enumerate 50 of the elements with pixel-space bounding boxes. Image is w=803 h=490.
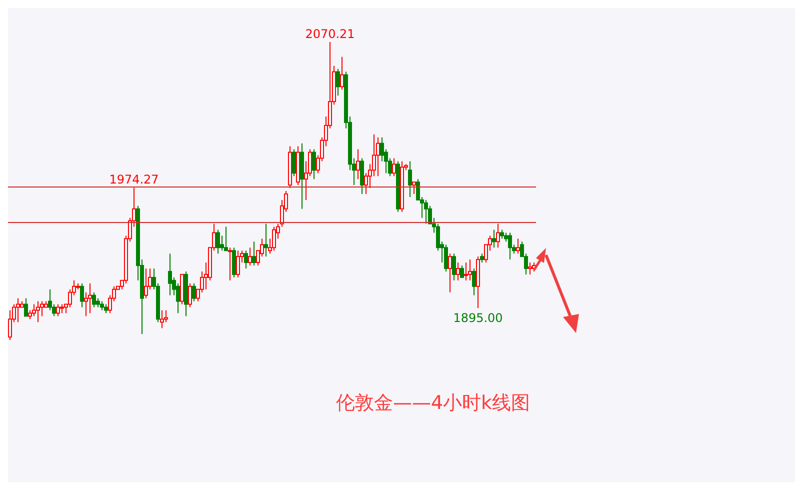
candlestick — [496, 223, 500, 248]
candlestick — [248, 247, 252, 266]
text: 伦敦金——4小时k线图 — [336, 391, 530, 416]
candlestick — [356, 148, 360, 180]
candlestick — [460, 265, 464, 278]
candlestick — [424, 199, 428, 224]
candlestick — [16, 298, 20, 323]
candlestick — [236, 250, 240, 278]
candlestick — [24, 298, 28, 317]
candlestick — [468, 259, 472, 281]
candlestick — [472, 268, 476, 296]
candlestick — [56, 304, 60, 317]
candlestick — [192, 282, 196, 302]
annotation: 2070.21 — [305, 27, 355, 41]
annotation: 1895.00 — [453, 311, 503, 326]
candlestick — [412, 182, 416, 194]
candlestick — [232, 247, 236, 278]
candlestick — [360, 158, 364, 194]
candlestick — [168, 253, 172, 296]
candlestick — [444, 244, 448, 272]
candlestick — [224, 226, 228, 252]
candlestick — [336, 68, 340, 96]
candlestick — [464, 262, 468, 281]
candlestick — [340, 56, 344, 90]
candlestick — [452, 253, 456, 281]
candlestick — [376, 136, 380, 177]
candlestick — [492, 229, 496, 248]
candlestick — [272, 226, 276, 252]
candlestick — [36, 300, 40, 323]
candlestick — [216, 229, 220, 254]
candlestick — [456, 262, 460, 281]
candlestick — [516, 238, 520, 254]
candlestick — [508, 232, 512, 260]
candlestick — [188, 282, 192, 308]
candlestick — [92, 292, 96, 308]
annotation: 1974.27 — [109, 172, 159, 187]
candlestick — [264, 223, 268, 258]
candlestick — [252, 241, 256, 266]
candlestick — [528, 262, 532, 275]
candlestick — [408, 160, 412, 198]
candlestick — [292, 148, 296, 177]
candlestick — [448, 253, 452, 293]
candlestick — [392, 158, 396, 177]
candlestick — [144, 268, 148, 299]
candlestick — [312, 148, 316, 180]
candlestick — [228, 247, 232, 281]
candlestick — [160, 310, 164, 329]
candlestick — [80, 282, 84, 308]
candlestick — [244, 250, 248, 269]
candlestick — [88, 282, 92, 314]
